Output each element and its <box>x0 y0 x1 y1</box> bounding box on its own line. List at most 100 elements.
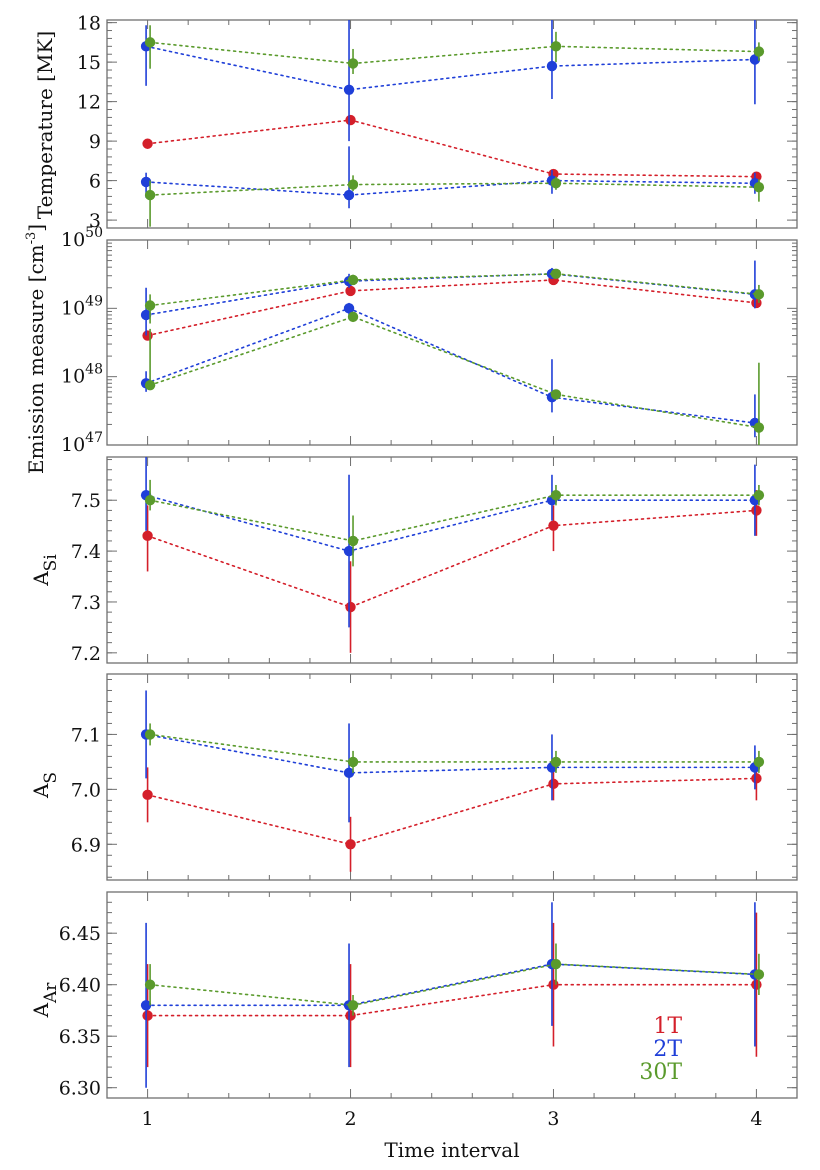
legend-30t: 30T <box>639 1060 682 1085</box>
temperature-point-30T-hot <box>550 41 562 52</box>
temperature-point-30T-cool <box>144 189 156 201</box>
ar-series-30T <box>144 943 765 1016</box>
temperature-series-30T-cool <box>144 175 765 227</box>
ar-point-1T <box>345 1010 356 1021</box>
si-frame <box>106 456 798 664</box>
emission-series-2T-hot <box>140 260 761 336</box>
temperature-point-2T-hot <box>546 60 558 72</box>
s-series-line-30T <box>149 733 760 763</box>
legend: 1T 2T 30T <box>639 1014 682 1085</box>
emission-point-2T-cool <box>343 303 355 314</box>
emission-series-line-2T-hot <box>145 273 756 316</box>
temperature-point-30T-cool <box>550 178 562 189</box>
si-point-1T <box>345 601 356 613</box>
s-ytick-label: 7.1 <box>71 724 101 746</box>
emission-series-30T-cool <box>144 311 765 445</box>
si-point-2T <box>343 545 355 557</box>
si-series-line-1T <box>146 509 758 608</box>
ar-point-30T <box>144 979 156 990</box>
emission-point-1T <box>345 285 356 297</box>
si-point-1T <box>142 530 153 542</box>
ar-point-30T <box>550 958 562 970</box>
emission-point-30T-hot <box>550 268 562 280</box>
panels-layer: 36912151810471048104910507.27.37.47.56.9… <box>59 13 798 1130</box>
emission-point-30T-cool <box>550 389 562 400</box>
emission-point-30T-cool <box>347 311 359 323</box>
s-point-30T <box>753 756 765 768</box>
ar-axis-title: AAr <box>29 982 61 1019</box>
s-point-1T <box>548 778 559 790</box>
temperature-point-2T-cool <box>140 176 152 188</box>
temperature-ytick-label: 9 <box>89 131 101 153</box>
s-series-line-1T <box>146 777 758 846</box>
temperature-point-2T-hot <box>343 84 355 95</box>
emission-series-1T <box>142 274 762 341</box>
panel-ar: 6.30 6.35 6.40 6.45 1 2 3 4 <box>59 891 798 1130</box>
s-series-30T <box>144 723 765 773</box>
emission-point-2T-hot <box>140 309 152 321</box>
s-point-2T <box>343 767 355 779</box>
s-point-30T <box>550 756 562 768</box>
emission-series-30T-hot <box>144 268 765 324</box>
ar-series-line-1T <box>146 983 758 1017</box>
temperature-point-30T-cool <box>347 179 359 190</box>
temperature-series-line-2T-cool <box>145 179 756 196</box>
temperature-series-line-30T-hot <box>149 41 760 65</box>
ar-point-1T <box>142 1010 153 1021</box>
temperature-frame <box>106 19 798 229</box>
si-point-1T <box>751 505 762 516</box>
emission-ytick-label: 1050 <box>61 225 103 251</box>
emission-series-line-30T-hot <box>149 273 760 307</box>
emission-point-30T-hot <box>144 300 156 311</box>
emission-point-30T-cool <box>144 380 156 391</box>
emission-point-1T <box>142 330 153 341</box>
s-point-1T <box>345 839 356 850</box>
ar-point-1T <box>751 979 762 990</box>
emission-frame <box>106 239 798 446</box>
si-point-30T <box>347 535 359 547</box>
emission-ytick-label: 1047 <box>61 430 103 456</box>
ar-series-line-2T <box>145 963 756 1007</box>
temperature-series-2T-cool <box>140 146 761 209</box>
x-tick-label: 2 <box>344 1108 356 1130</box>
ar-ytick-label: 6.35 <box>59 1026 101 1048</box>
temperature-point-30T-cool <box>753 181 765 193</box>
temperature-series-line-2T-hot <box>145 45 756 91</box>
panel-emission: 1047 1048 1049 1050 <box>61 225 798 456</box>
emission-series-line-1T <box>146 279 758 337</box>
temperature-point-30T-hot <box>144 37 156 48</box>
ar-ytick-label: 6.40 <box>59 975 101 997</box>
s-point-30T <box>347 756 359 768</box>
si-ytick-label: 7.2 <box>71 643 101 665</box>
temperature-ytick-label: 15 <box>77 52 101 74</box>
emission-series-line-30T-cool <box>149 316 760 429</box>
x-tick-label: 3 <box>547 1108 559 1130</box>
s-axis-title: AS <box>29 772 61 799</box>
temperature-point-2T-cool <box>343 189 355 201</box>
emission-axis-title: Emission measure [cm-3] <box>24 224 48 474</box>
temperature-axis-title: Temperature [MK] <box>33 31 57 219</box>
si-series-line-30T <box>149 494 760 542</box>
s-point-1T <box>142 789 153 801</box>
ar-point-2T <box>140 1000 152 1011</box>
temperature-series-line-1T <box>146 119 758 178</box>
s-point-1T <box>751 773 762 784</box>
temperature-series-1T <box>142 114 762 182</box>
si-series-30T <box>144 479 765 567</box>
temperature-series-line-30T-cool <box>149 182 760 196</box>
temperature-ytick-label: 3 <box>89 210 101 232</box>
si-series-2T <box>140 457 761 628</box>
s-series-line-2T <box>145 733 756 774</box>
emission-series-line-2T-cool <box>145 307 756 424</box>
temperature-point-2T-hot <box>749 54 761 65</box>
temperature-point-1T <box>345 114 356 126</box>
emission-point-30T-hot <box>753 289 765 300</box>
s-point-30T <box>144 729 156 740</box>
si-point-30T <box>550 489 562 501</box>
panel-s: 6.9 7.0 7.1 <box>71 673 798 881</box>
ar-ytick-label: 6.30 <box>59 1078 101 1100</box>
temperature-series-2T-hot <box>140 20 761 142</box>
temperature-ytick-label: 6 <box>89 171 101 193</box>
legend-2t: 2T <box>653 1037 682 1062</box>
